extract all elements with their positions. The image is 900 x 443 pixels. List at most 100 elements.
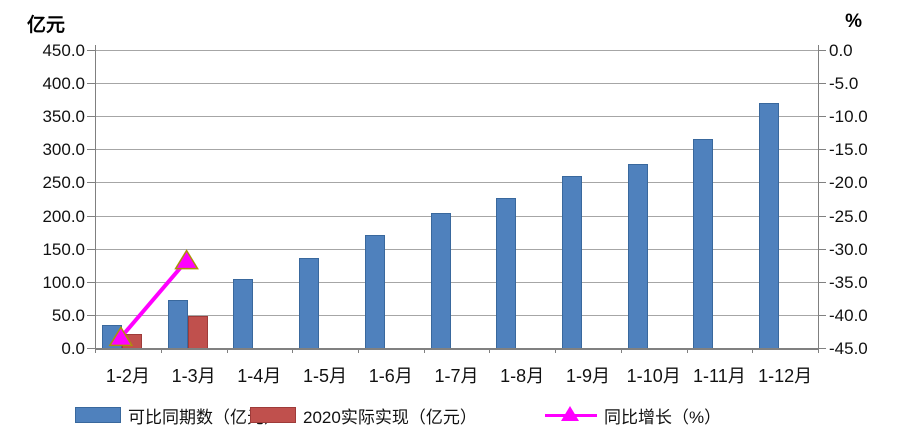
right-axis-tick-label: 0.0	[829, 41, 853, 60]
x-axis-label: 1-3月	[171, 366, 216, 386]
x-axis-tick	[357, 348, 359, 353]
right-axis-tick	[818, 149, 826, 151]
x-axis-tick	[292, 348, 294, 353]
left-axis-tick	[87, 314, 95, 316]
x-axis-tick	[489, 348, 491, 353]
gridline	[95, 314, 818, 316]
bar-2020-actual	[187, 315, 208, 348]
right-axis-tick-label: -30.0	[829, 239, 868, 259]
x-axis-label: 1-9月	[565, 366, 610, 386]
x-axis-label: 1-10月	[626, 366, 681, 386]
left-axis-tick	[87, 348, 95, 349]
left-axis-tick-label: 400.0	[42, 74, 85, 94]
right-axis-tick	[818, 116, 826, 118]
gridline	[95, 215, 818, 217]
bar-comparable-period	[627, 163, 648, 348]
x-axis-label: 1-7月	[434, 366, 479, 386]
left-axis-tick	[87, 116, 95, 118]
right-axis-tick	[818, 281, 826, 283]
right-axis-tick-label: -10.0	[829, 107, 868, 127]
x-axis-label: 1-2月	[105, 366, 150, 386]
legend-line-marker-icon	[545, 406, 597, 424]
left-axis-tick-label: 100.0	[42, 272, 85, 292]
x-axis-tick	[226, 348, 228, 353]
x-axis-tick	[555, 348, 557, 353]
x-axis-tick	[686, 348, 688, 353]
left-axis-tick	[87, 83, 95, 85]
gridline	[95, 50, 818, 51]
left-axis-tick	[87, 50, 95, 51]
growth-marker-triangle	[108, 325, 134, 347]
left-axis-tick	[87, 281, 95, 283]
right-axis-tick	[818, 182, 826, 184]
left-axis-tick-label: 150.0	[42, 239, 85, 259]
bar-comparable-period	[759, 103, 780, 348]
right-axis-tick-label: -35.0	[829, 272, 868, 292]
legend-item-comparable[interactable]: 可比同期数（亿元）	[75, 402, 281, 428]
gridline	[95, 248, 818, 250]
left-axis-tick-label: 250.0	[42, 173, 85, 193]
growth-marker-triangle	[174, 249, 199, 270]
left-axis-tick-label: 50.0	[51, 305, 85, 325]
x-axis-tick	[620, 348, 622, 353]
left-axis-tick-label: 450.0	[42, 41, 85, 60]
x-axis-label: 1-11月	[693, 366, 746, 386]
bar-comparable-period	[430, 212, 451, 348]
growth-line	[119, 259, 189, 339]
right-axis-tick-label: -40.0	[829, 305, 868, 325]
right-axis-tick-label: -15.0	[829, 140, 868, 160]
right-axis-tick	[818, 50, 826, 51]
x-axis-label: 1-8月	[500, 366, 545, 386]
x-axis-label: 1-12月	[758, 366, 813, 386]
legend-label: 可比同期数（亿元）	[128, 407, 281, 427]
left-axis-tick	[87, 248, 95, 250]
bar-comparable-period	[496, 198, 517, 348]
right-axis-tick	[818, 314, 826, 316]
left-axis-tick	[87, 215, 95, 217]
bar-comparable-period	[299, 257, 319, 348]
legend-item-growth[interactable]: 同比增长（%）	[545, 402, 721, 428]
right-axis-tick	[818, 83, 826, 85]
left-axis-line	[95, 45, 96, 352]
right-axis-tick	[818, 348, 826, 349]
right-axis-tick-label: -5.0	[829, 74, 859, 94]
bar-comparable-period	[233, 278, 254, 348]
left-axis-tick-label: 300.0	[42, 140, 85, 160]
left-axis-tick-label: 0.0	[61, 339, 85, 358]
right-axis-tick-label: -45.0	[829, 339, 868, 358]
bar-comparable-period	[364, 234, 385, 348]
x-axis-label: 1-6月	[368, 366, 413, 386]
legend-label: 同比增长（%）	[604, 407, 722, 427]
x-axis-label: 1-5月	[302, 366, 347, 386]
bar-comparable-period	[167, 299, 188, 348]
legend-item-actual2020[interactable]: 2020实际实现（亿元）	[250, 402, 477, 428]
bar-comparable-period	[693, 138, 714, 348]
gridline	[95, 116, 818, 118]
x-axis-tick	[160, 348, 162, 353]
right-axis-title: %	[845, 11, 862, 32]
gridline	[95, 149, 818, 151]
right-axis-tick-label: -25.0	[829, 206, 868, 226]
right-axis-tick-label: -20.0	[829, 173, 868, 193]
bar-comparable-period	[562, 175, 582, 348]
right-axis-tick	[818, 248, 826, 250]
legend-triangle-icon	[561, 406, 579, 421]
gridline	[95, 182, 818, 184]
right-axis-tick	[818, 215, 826, 217]
x-axis-tick	[818, 348, 819, 353]
left-axis-tick	[87, 149, 95, 151]
x-axis-label: 1-4月	[237, 366, 282, 386]
left-axis-tick	[87, 182, 95, 184]
left-axis-title: 亿元	[27, 15, 66, 36]
legend-swatch-icon	[250, 407, 296, 423]
x-axis-line	[95, 348, 818, 350]
x-axis-tick	[423, 348, 425, 353]
legend-swatch-icon	[75, 407, 121, 423]
legend: 可比同期数（亿元） 2020实际实现（亿元） 同比增长（%）	[0, 402, 900, 432]
left-axis-tick-label: 200.0	[42, 206, 85, 226]
x-axis-tick	[752, 348, 754, 353]
gridline	[95, 83, 818, 85]
left-axis-tick-label: 350.0	[42, 107, 85, 127]
